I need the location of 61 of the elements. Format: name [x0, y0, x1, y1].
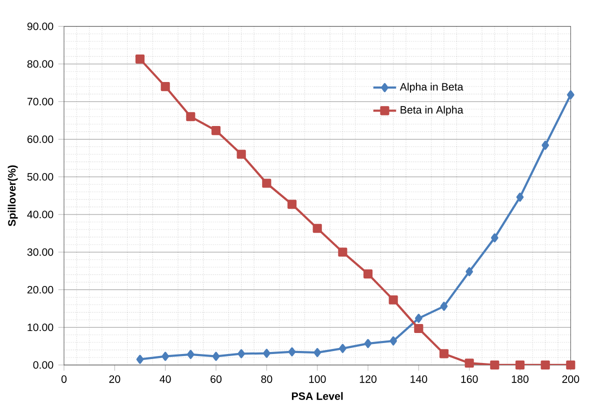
y-tick-label: 60.00 [27, 135, 54, 143]
point [490, 233, 498, 242]
point [388, 295, 398, 304]
x-tick-label: 140 [410, 375, 428, 383]
legend-label: Alpha in Beta [400, 82, 464, 93]
point [338, 248, 348, 257]
point [288, 347, 296, 356]
y-tick-label: 20.00 [27, 286, 54, 294]
point [363, 269, 373, 278]
x-axis-title: PSA Level [292, 392, 343, 400]
point [160, 82, 170, 92]
x-tick-label: 20 [109, 375, 120, 383]
x-tick-label: 0 [61, 375, 67, 383]
point [263, 348, 270, 358]
point [414, 324, 424, 334]
y-tick-label: 90.00 [27, 22, 54, 30]
point [135, 54, 145, 64]
point [515, 360, 525, 370]
y-tick-label: 10.00 [28, 324, 54, 332]
point [439, 349, 449, 358]
point [238, 349, 246, 358]
point [287, 200, 297, 209]
y-tick-label: 50.00 [27, 173, 54, 181]
y-tick-label: 30.00 [27, 248, 54, 256]
point [490, 360, 500, 370]
x-tick-label: 200 [562, 375, 580, 383]
legend-label: Beta in Alpha [400, 106, 464, 116]
point [212, 352, 220, 361]
y-tick-label: 70.00 [27, 98, 54, 106]
x-tick-label: 160 [461, 375, 478, 383]
y-tick-label: 40.00 [27, 210, 54, 218]
x-tick-label: 100 [309, 375, 326, 383]
y-tick-label: 80.00 [27, 60, 54, 68]
point [312, 224, 322, 233]
point [440, 302, 448, 311]
point [566, 90, 574, 100]
point [262, 178, 272, 188]
point [566, 360, 576, 370]
point [186, 112, 196, 122]
point [236, 150, 246, 159]
point [415, 314, 422, 323]
point [364, 339, 372, 348]
y-axis-title: Spillover(%) [8, 165, 18, 226]
point [466, 267, 473, 276]
point [211, 126, 221, 136]
point [338, 344, 346, 353]
point [516, 192, 524, 202]
x-tick-label: 80 [261, 375, 272, 383]
point [464, 358, 474, 368]
point [540, 360, 550, 370]
point [136, 354, 144, 364]
point [187, 350, 194, 359]
point [314, 348, 322, 358]
point [390, 336, 398, 346]
point [542, 140, 549, 150]
point [162, 352, 170, 361]
x-tick-label: 180 [512, 375, 528, 383]
x-tick-label: 40 [160, 375, 171, 383]
x-tick-label: 120 [360, 375, 376, 383]
y-tick-label: 0.00 [33, 361, 54, 369]
x-tick-label: 60 [210, 375, 222, 383]
